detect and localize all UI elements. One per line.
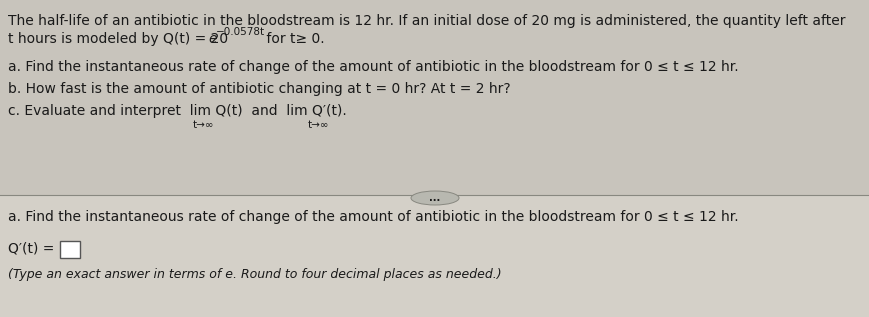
- Text: c. Evaluate and interpret  lim Q(t)  and  lim Q′(t).: c. Evaluate and interpret lim Q(t) and l…: [8, 104, 347, 118]
- Text: (Type an exact answer in terms of e. Round to four decimal places as needed.): (Type an exact answer in terms of e. Rou…: [8, 268, 501, 281]
- Text: a. Find the instantaneous rate of change of the amount of antibiotic in the bloo: a. Find the instantaneous rate of change…: [8, 60, 738, 74]
- Bar: [60, 241, 80, 258]
- Text: t→∞: t→∞: [193, 120, 215, 130]
- Text: The half-life of an antibiotic in the bloodstream is 12 hr. If an initial dose o: The half-life of an antibiotic in the bl…: [8, 14, 845, 28]
- Text: t hours is modeled by Q(t) = 20: t hours is modeled by Q(t) = 20: [8, 32, 228, 46]
- Text: −0.0578t: −0.0578t: [216, 27, 265, 37]
- Text: for t≥ 0.: for t≥ 0.: [262, 32, 324, 46]
- Ellipse shape: [410, 191, 459, 205]
- Text: Q′(t) =: Q′(t) =: [8, 242, 55, 256]
- Text: ...: ...: [429, 193, 440, 203]
- Bar: [0, 195, 869, 317]
- Bar: [0, 0, 869, 195]
- Text: a. Find the instantaneous rate of change of the amount of antibiotic in the bloo: a. Find the instantaneous rate of change…: [8, 210, 738, 224]
- Text: t→∞: t→∞: [308, 120, 329, 130]
- Text: e: e: [208, 32, 216, 46]
- Text: b. How fast is the amount of antibiotic changing at t = 0 hr? At t = 2 hr?: b. How fast is the amount of antibiotic …: [8, 82, 510, 96]
